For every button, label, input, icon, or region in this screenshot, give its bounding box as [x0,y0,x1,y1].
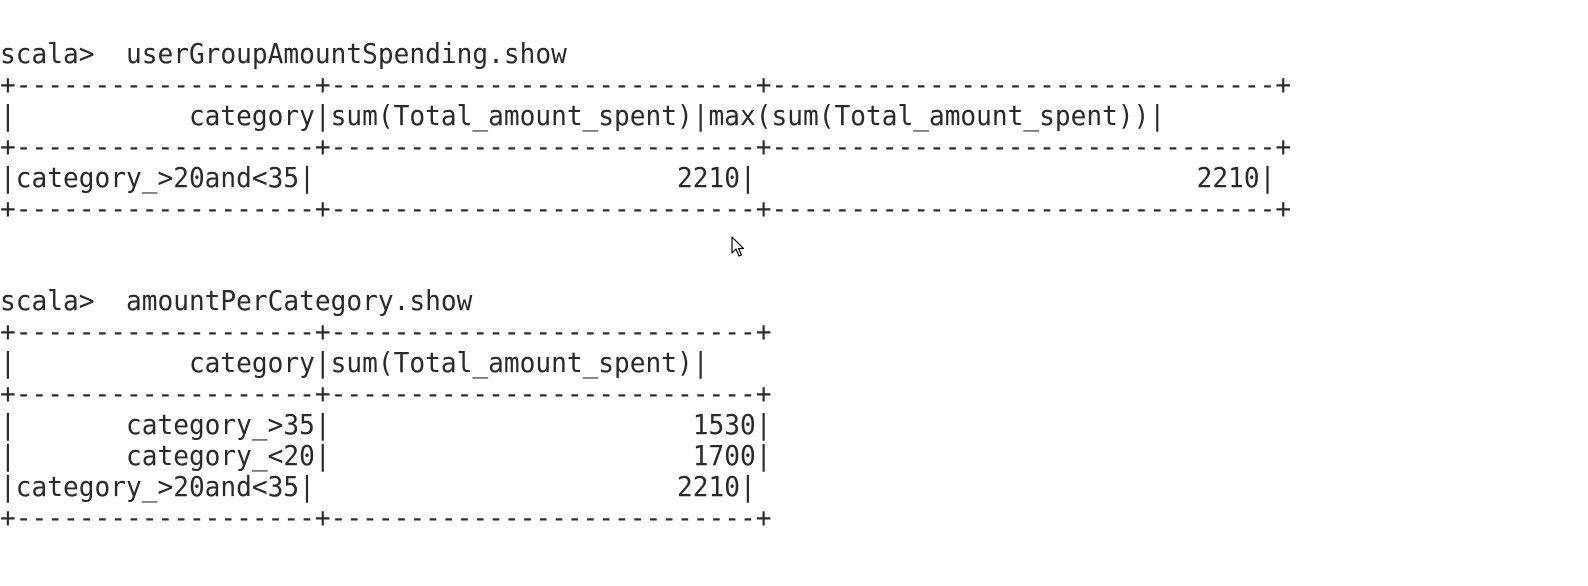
table-border-header: +-------------------+-------------------… [0,130,1292,163]
mouse-pointer-icon [731,236,745,257]
prompt-line-user-group: scala> userGroupAmountSpending.show [0,37,567,70]
table-row: | category_<20| 1700| [0,439,772,472]
prompt-line-amount-per-category: scala> amountPerCategory.show [0,284,473,317]
table-header-row: | category|sum(Total_amount_spent)|max(s… [0,99,1166,132]
table-row: |category_>20and<35| 2210| 2210| [0,161,1276,194]
table-border-bottom: +-------------------+-------------------… [0,501,772,534]
table-header-row: | category|sum(Total_amount_spent)| [0,346,709,379]
table-border-header: +-------------------+-------------------… [0,377,772,410]
table-row: |category_>20and<35| 2210| [0,470,756,503]
table-border-bottom: +-------------------+-------------------… [0,192,1292,225]
table-border-top: +-------------------+-------------------… [0,315,772,348]
table-row: | category_>35| 1530| [0,408,772,441]
table-border-top: +-------------------+-------------------… [0,68,1292,101]
